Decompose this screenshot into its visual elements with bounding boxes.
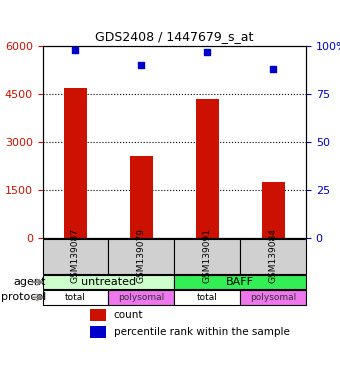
Bar (261, 182, 285, 238)
FancyBboxPatch shape (42, 290, 108, 305)
FancyBboxPatch shape (108, 239, 174, 274)
Text: GSM139079: GSM139079 (137, 228, 146, 283)
Bar (195, 99, 219, 238)
FancyBboxPatch shape (174, 290, 240, 305)
Text: total: total (65, 293, 86, 302)
Text: polysomal: polysomal (118, 293, 165, 302)
Text: BAFF: BAFF (226, 277, 254, 287)
Text: count: count (114, 310, 143, 320)
Point (270, 66, 276, 72)
Bar (130, 156, 153, 238)
Text: agent: agent (13, 277, 46, 287)
Bar (90, 326, 106, 338)
Point (73, 47, 78, 53)
Text: untreated: untreated (81, 277, 136, 287)
Point (204, 49, 210, 55)
Bar (64, 88, 87, 238)
FancyBboxPatch shape (240, 290, 306, 305)
FancyBboxPatch shape (42, 275, 174, 289)
Text: GSM139084: GSM139084 (269, 228, 277, 283)
Bar (90, 309, 106, 321)
Text: percentile rank within the sample: percentile rank within the sample (114, 327, 290, 337)
FancyBboxPatch shape (174, 275, 306, 289)
FancyBboxPatch shape (42, 239, 108, 274)
FancyBboxPatch shape (174, 239, 240, 274)
Text: total: total (197, 293, 218, 302)
Title: GDS2408 / 1447679_s_at: GDS2408 / 1447679_s_at (95, 30, 253, 43)
FancyBboxPatch shape (240, 239, 306, 274)
Text: protocol: protocol (1, 292, 46, 303)
Text: polysomal: polysomal (250, 293, 296, 302)
Text: GSM139091: GSM139091 (203, 228, 212, 283)
Text: GSM139087: GSM139087 (71, 228, 80, 283)
Point (139, 62, 144, 68)
FancyBboxPatch shape (108, 290, 174, 305)
